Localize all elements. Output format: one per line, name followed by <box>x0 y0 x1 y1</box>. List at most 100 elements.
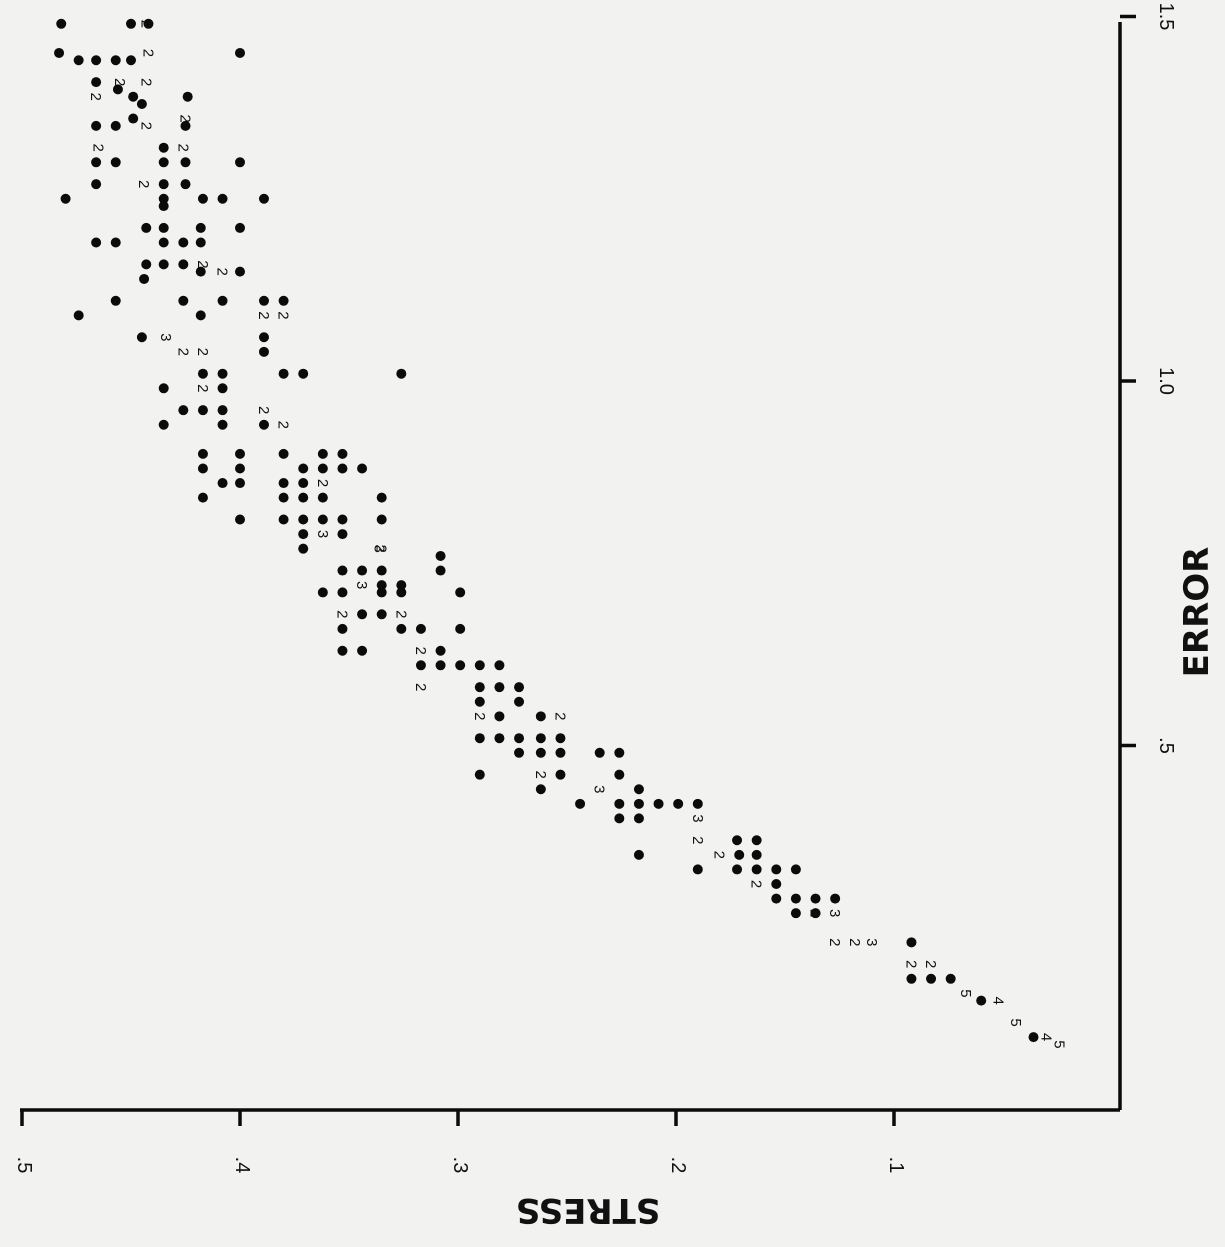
data-point <box>455 660 466 671</box>
point-count-label: 3 <box>353 581 370 589</box>
data-point <box>535 733 546 744</box>
data-point <box>110 120 121 131</box>
data-point <box>197 448 208 459</box>
data-point <box>633 784 644 795</box>
point-count-label: 2 <box>137 78 154 86</box>
data-point <box>692 798 703 809</box>
point-count-label: 2 <box>89 144 106 152</box>
data-point <box>143 18 154 29</box>
point-count-label: 2 <box>902 960 919 968</box>
data-point <box>514 682 525 693</box>
data-point <box>110 237 121 248</box>
y-tick-label: .4 <box>231 1157 253 1174</box>
data-point <box>555 769 566 780</box>
data-point <box>60 193 71 204</box>
data-point <box>830 893 841 904</box>
data-point <box>178 295 189 306</box>
point-count-label: 5 <box>1007 1018 1024 1026</box>
data-point <box>494 711 505 722</box>
data-point <box>535 784 546 795</box>
data-point <box>614 798 625 809</box>
data-point <box>126 18 136 29</box>
data-point <box>178 259 189 270</box>
data-point <box>926 973 937 984</box>
data-point <box>337 448 348 459</box>
point-count-label: 2 <box>532 770 549 778</box>
data-point <box>357 463 368 474</box>
y-axis-title: STRESS <box>516 1190 661 1230</box>
point-count-label: 2 <box>137 122 154 130</box>
data-point <box>158 193 169 204</box>
point-count-label: 2 <box>174 144 191 152</box>
data-point <box>197 463 208 474</box>
data-point <box>376 492 387 503</box>
data-point <box>197 193 208 204</box>
point-count-label: 3 <box>591 785 608 793</box>
data-point <box>278 478 289 489</box>
data-point <box>751 864 762 875</box>
data-point <box>633 849 644 860</box>
data-point <box>158 179 169 190</box>
point-count-label: 2 <box>826 938 843 946</box>
data-point <box>56 18 67 29</box>
point-count-label: 2 <box>373 544 390 552</box>
data-point <box>195 237 206 248</box>
data-point <box>158 259 169 270</box>
point-count-label: 2 <box>922 960 939 968</box>
data-point <box>633 798 644 809</box>
data-point <box>337 587 348 598</box>
point-count-label: 2 <box>174 348 191 356</box>
data-point <box>751 849 762 860</box>
data-point <box>575 798 586 809</box>
data-point <box>217 383 228 394</box>
data-point <box>337 645 348 656</box>
x-tick-label: .5 <box>1155 737 1177 754</box>
data-point <box>258 332 269 343</box>
data-point <box>494 660 505 671</box>
data-point <box>278 448 289 459</box>
data-point <box>178 237 189 248</box>
data-point <box>614 813 625 824</box>
data-point <box>790 893 801 904</box>
data-point <box>158 222 169 233</box>
y-tick-label: .1 <box>885 1157 907 1174</box>
data-point <box>732 835 743 846</box>
data-point <box>235 478 245 489</box>
data-point <box>317 492 328 503</box>
data-point <box>298 463 309 474</box>
data-point <box>91 55 102 66</box>
data-point <box>158 237 169 248</box>
point-count-label: 3 <box>371 544 388 552</box>
data-point <box>594 747 605 758</box>
point-count-label: 3 <box>689 814 706 822</box>
data-point <box>337 623 348 634</box>
point-count-label: 5 <box>1051 1040 1068 1048</box>
data-point <box>235 448 245 459</box>
data-point <box>136 332 147 343</box>
point-count-label: 2 <box>392 610 409 618</box>
data-point <box>178 405 189 416</box>
point-count-label: 2 <box>689 836 706 844</box>
data-point <box>217 419 228 430</box>
data-point <box>337 565 348 576</box>
data-point <box>258 346 269 357</box>
data-point <box>73 55 84 66</box>
point-count-label: 2 <box>846 938 863 946</box>
point-count-label: 3 <box>826 909 843 917</box>
data-point <box>110 295 121 306</box>
data-point <box>136 98 147 109</box>
data-point <box>653 798 664 809</box>
data-point <box>435 645 446 656</box>
data-point <box>158 157 169 168</box>
data-point <box>337 514 348 525</box>
data-point <box>751 835 762 846</box>
data-point <box>474 769 485 780</box>
data-point <box>790 864 801 875</box>
data-point <box>415 623 426 634</box>
data-point <box>141 222 152 233</box>
point-count-label: 2 <box>255 311 272 319</box>
data-point <box>217 193 228 204</box>
point-count-label: 2 <box>314 479 331 487</box>
data-point <box>396 623 407 634</box>
